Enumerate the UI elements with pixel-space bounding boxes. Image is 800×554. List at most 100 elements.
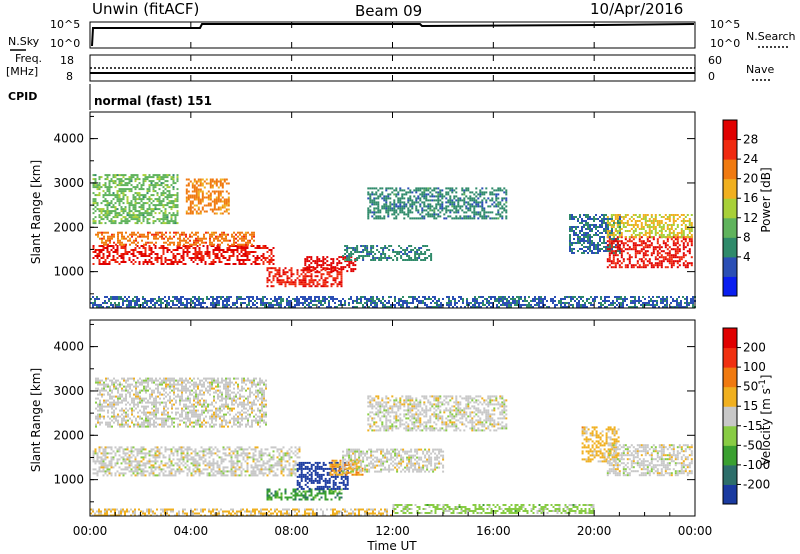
power-ytick-label: 1000	[53, 265, 84, 279]
velocity-ytick-label: 1000	[53, 473, 84, 487]
power-region-0	[92, 245, 275, 265]
date-title: 10/Apr/2016	[590, 0, 683, 18]
velocity-colorbar-tick-label: 50	[743, 380, 758, 394]
velocity-colorbar-swatch	[723, 386, 737, 407]
power-colorbar: 28 24 20 16 12 8 4	[722, 119, 758, 297]
velocity-ylabel: Slant Range [km]	[29, 368, 43, 472]
x-tick-label: 12:00	[375, 524, 410, 538]
power-region-2	[92, 174, 179, 225]
velocity-region-0	[92, 446, 301, 477]
power-region-3	[185, 178, 230, 215]
velocity-region-10	[90, 508, 394, 517]
x-axis-label: Time UT	[366, 539, 417, 553]
velocity-colorbar: 200 100 50 15 -15 -50 -100 -200	[722, 327, 770, 505]
velocity-colorbar-tick-label: -50	[743, 438, 763, 452]
velocity-colorbar-swatch	[723, 464, 737, 485]
power-colorbar-swatch	[723, 276, 737, 297]
power-region-11	[90, 296, 696, 308]
power-colorbar-tick-label: 12	[743, 211, 758, 225]
power-region-9	[606, 236, 693, 269]
x-tick-label: 00:00	[73, 524, 108, 538]
nsearch-tick-bottom: 10^0	[710, 37, 740, 50]
velocity-region-9	[392, 504, 595, 514]
freq-tick-top: 18	[60, 54, 74, 67]
power-ytick-label: 2000	[53, 220, 84, 234]
velocity-colorbar-tick-label: 15	[743, 399, 758, 413]
velocity-colorbar-swatch	[723, 367, 737, 388]
nsky-tick-top: 10^5	[50, 18, 80, 31]
power-colorbar-tick-label: 16	[743, 191, 758, 205]
nsearch-tick-top: 10^5	[710, 18, 740, 31]
power-colorbar-label: Power [dB]	[759, 167, 773, 232]
power-colorbar-frame	[722, 119, 738, 297]
power-region-6	[342, 245, 433, 261]
nsky-line	[91, 23, 695, 47]
time-x-axis: 00:00 04:00 08:00 12:00 16:00 20:00 00:00	[73, 22, 713, 538]
power-region-7	[367, 187, 508, 220]
velocity-colorbar-swatch	[723, 425, 737, 446]
velocity-colorbar-swatch	[723, 445, 737, 466]
x-tick-label: 00:00	[678, 524, 713, 538]
freq-label-1: Freq.	[15, 52, 42, 65]
velocity-region-1	[95, 377, 267, 428]
cpid-label: CPID	[8, 90, 37, 103]
power-colorbar-swatch	[723, 139, 737, 160]
velocity-heatmap	[90, 377, 693, 517]
velocity-region-8	[606, 444, 693, 477]
power-colorbar-tick-label: 20	[743, 172, 758, 186]
velocity-y-axis: 4000 3000 2000 1000	[53, 323, 695, 503]
velocity-colorbar-tick-label: -100	[743, 458, 770, 472]
power-colorbar-tick-label: 8	[743, 230, 751, 244]
velocity-colorbar-tick-label: 100	[743, 360, 766, 374]
velocity-region-6	[367, 395, 508, 432]
cpid-mode: normal (fast) 151	[94, 94, 212, 108]
power-colorbar-swatch	[723, 256, 737, 277]
power-colorbar-swatch	[723, 120, 737, 141]
power-colorbar-tick-label: 24	[743, 152, 758, 166]
nave-tick-bottom: 0	[708, 70, 715, 83]
velocity-ytick-label: 2000	[53, 428, 84, 442]
velocity-colorbar-swatch	[723, 347, 737, 368]
nsky-label: N.Sky	[8, 35, 40, 48]
power-ytick-label: 3000	[53, 176, 84, 190]
power-colorbar-tick-label: 4	[743, 250, 751, 264]
x-tick-label: 04:00	[174, 524, 209, 538]
velocity-colorbar-tick-label: -200	[743, 477, 770, 491]
freq-label-2: [MHz]	[6, 65, 38, 78]
power-region-10	[606, 214, 693, 238]
station-title: Unwin (fitACF)	[92, 0, 199, 18]
x-tick-label: 16:00	[476, 524, 511, 538]
velocity-region-5	[342, 448, 445, 473]
freq-tick-bottom: 8	[66, 70, 73, 83]
velocity-ytick-label: 4000	[53, 340, 84, 354]
power-colorbar-swatch	[723, 178, 737, 199]
nave-tick-top: 60	[708, 54, 722, 67]
power-heatmap	[90, 174, 696, 308]
velocity-panel-frame	[89, 319, 696, 517]
nsearch-label: N.Search	[746, 30, 796, 43]
nsky-tick-bottom: 10^0	[50, 37, 80, 50]
velocity-colorbar-frame	[722, 327, 738, 505]
velocity-ytick-label: 3000	[53, 384, 84, 398]
power-ytick-label: 4000	[53, 132, 84, 146]
power-ylabel: Slant Range [km]	[29, 160, 43, 264]
x-tick-label: 08:00	[274, 524, 309, 538]
velocity-region-2	[266, 488, 343, 501]
beam-title: Beam 09	[355, 2, 422, 20]
power-region-1	[95, 231, 255, 246]
power-y-axis: 4000 3000 2000 1000	[53, 115, 695, 295]
power-colorbar-swatch	[723, 159, 737, 180]
power-colorbar-tick-label: 28	[743, 133, 758, 147]
power-colorbar-swatch	[723, 237, 737, 258]
power-colorbar-swatch	[723, 198, 737, 219]
velocity-colorbar-tick-label: 200	[743, 341, 766, 355]
velocity-region-3	[296, 461, 349, 490]
velocity-colorbar-tick-label: -15	[743, 419, 763, 433]
velocity-colorbar-swatch	[723, 406, 737, 427]
nave-label: Nave	[746, 63, 774, 76]
x-tick-label: 20:00	[577, 524, 612, 538]
velocity-colorbar-label: Velocity [m s-1]	[758, 375, 773, 466]
velocity-colorbar-swatch	[723, 328, 737, 349]
power-colorbar-swatch	[723, 217, 737, 238]
